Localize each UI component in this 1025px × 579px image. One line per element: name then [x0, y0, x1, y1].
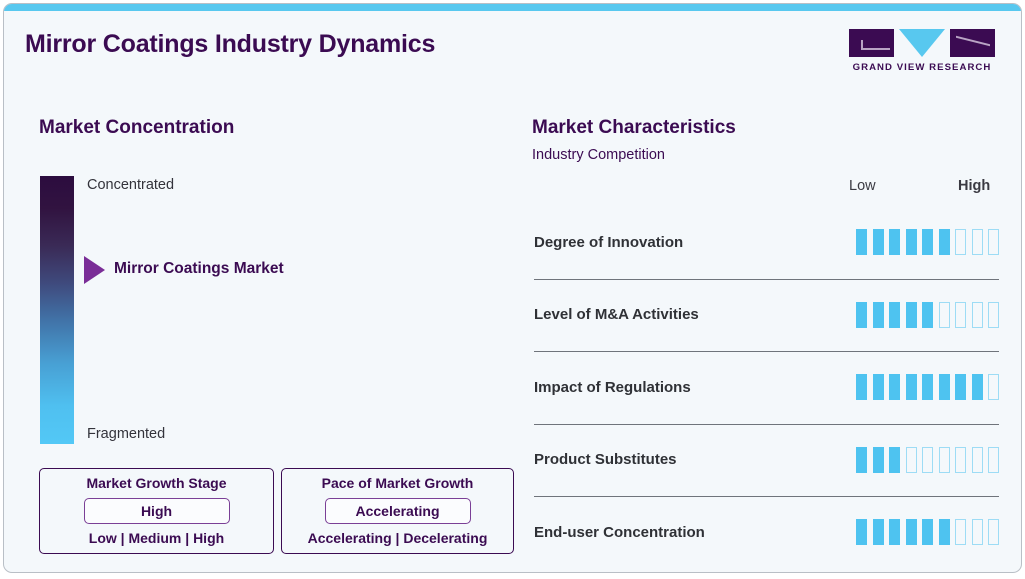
characteristic-rating-bars	[856, 229, 999, 256]
rating-segment-empty	[955, 519, 966, 546]
characteristic-label: Product Substitutes	[534, 451, 677, 469]
rating-segment-filled	[889, 519, 900, 546]
characteristic-row: Impact of Regulations	[534, 351, 999, 424]
rating-segment-filled	[938, 229, 950, 256]
market-characteristics-subtitle: Industry Competition	[532, 147, 665, 163]
characteristic-label: End-user Concentration	[534, 523, 705, 541]
accent-stripe	[4, 4, 1021, 11]
pace-of-market-growth-value: Accelerating	[324, 497, 471, 524]
rating-segment-filled	[905, 301, 917, 328]
characteristic-rating-bars	[856, 301, 999, 328]
characteristic-row: End-user Concentration	[534, 496, 999, 569]
scale-label-high: High	[958, 178, 991, 194]
market-concentration-title: Market Concentration	[39, 117, 235, 138]
rating-segment-empty	[971, 229, 983, 256]
market-characteristics-title: Market Characteristics	[532, 117, 736, 138]
market-position-label: Mirror Coatings Market	[114, 259, 284, 277]
rating-segment-filled	[955, 374, 966, 401]
rating-segment-filled	[889, 301, 900, 328]
rating-segment-filled	[856, 301, 867, 328]
rating-segment-filled	[856, 446, 867, 473]
pace-of-market-growth-title: Pace of Market Growth	[321, 475, 474, 491]
market-position-marker-icon	[84, 255, 105, 284]
characteristic-row: Level of M&A Activities	[534, 278, 999, 352]
characteristic-rating-bars	[856, 446, 999, 473]
rating-segment-filled	[922, 229, 933, 256]
concentration-top-label: Concentrated	[87, 177, 175, 193]
rating-segment-filled	[856, 374, 867, 401]
logo-block-right-icon	[950, 29, 995, 57]
rating-segment-empty	[955, 301, 966, 328]
rating-segment-filled	[856, 229, 867, 256]
pace-of-market-growth-box: Pace of Market Growth Accelerating Accel…	[281, 468, 514, 554]
rating-segment-filled	[922, 519, 933, 546]
rating-segment-filled	[938, 519, 950, 546]
characteristic-rating-bars	[856, 519, 999, 546]
characteristic-label: Level of M&A Activities	[534, 306, 699, 324]
rating-segment-empty	[988, 519, 999, 546]
rating-segment-filled	[905, 374, 917, 401]
characteristic-label: Impact of Regulations	[534, 378, 691, 396]
rating-segment-filled	[872, 446, 884, 473]
rating-segment-filled	[872, 229, 884, 256]
rating-segment-empty	[955, 446, 966, 473]
market-growth-stage-value: High	[83, 497, 230, 524]
rating-segment-empty	[988, 446, 999, 473]
rating-segment-filled	[856, 519, 867, 546]
rating-segment-empty	[938, 446, 950, 473]
page-title: Mirror Coatings Industry Dynamics	[25, 30, 436, 58]
logo-text: GRAND VIEW RESEARCH	[852, 62, 992, 73]
characteristic-row: Degree of Innovation	[534, 206, 999, 279]
rating-segment-filled	[872, 301, 884, 328]
rating-segment-filled	[889, 229, 900, 256]
scale-label-low: Low	[849, 178, 876, 194]
concentration-gradient-bar	[40, 176, 74, 444]
market-growth-stage-box: Market Growth Stage High Low | Medium | …	[39, 468, 274, 554]
rating-segment-filled	[922, 374, 933, 401]
logo-block-left-icon	[849, 29, 894, 57]
concentration-bottom-label: Fragmented	[87, 426, 166, 442]
rating-segment-empty	[971, 301, 983, 328]
rating-segment-empty	[938, 301, 950, 328]
characteristic-row: Product Substitutes	[534, 423, 999, 497]
rating-segment-filled	[872, 374, 884, 401]
rating-segment-empty	[905, 446, 917, 473]
characteristic-label: Degree of Innovation	[534, 233, 684, 251]
rating-segment-filled	[905, 229, 917, 256]
pace-of-market-growth-options: Accelerating | Decelerating	[307, 530, 488, 546]
market-growth-stage-options: Low | Medium | High	[88, 530, 225, 546]
rating-segment-empty	[988, 301, 999, 328]
rating-segment-empty	[971, 519, 983, 546]
brand-logo: GRAND VIEW RESEARCH	[849, 29, 995, 73]
market-growth-stage-title: Market Growth Stage	[86, 475, 227, 491]
rating-segment-filled	[872, 519, 884, 546]
rating-segment-empty	[988, 229, 999, 256]
rating-segment-empty	[988, 374, 999, 401]
rating-segment-empty	[922, 446, 933, 473]
characteristic-rating-bars	[856, 374, 999, 401]
rating-segment-filled	[905, 519, 917, 546]
rating-segment-filled	[889, 374, 900, 401]
rating-segment-empty	[955, 229, 966, 256]
logo-triangle-icon	[899, 29, 945, 57]
rating-segment-empty	[971, 446, 983, 473]
rating-segment-filled	[938, 374, 950, 401]
rating-segment-filled	[971, 374, 983, 401]
logo-marks	[849, 29, 995, 57]
market-characteristics-rows: Degree of Innovation Level of M&A Activit…	[534, 206, 999, 569]
infographic-card: Mirror Coatings Industry Dynamics GRAND …	[3, 3, 1022, 573]
rating-segment-filled	[889, 446, 900, 473]
rating-segment-filled	[922, 301, 933, 328]
